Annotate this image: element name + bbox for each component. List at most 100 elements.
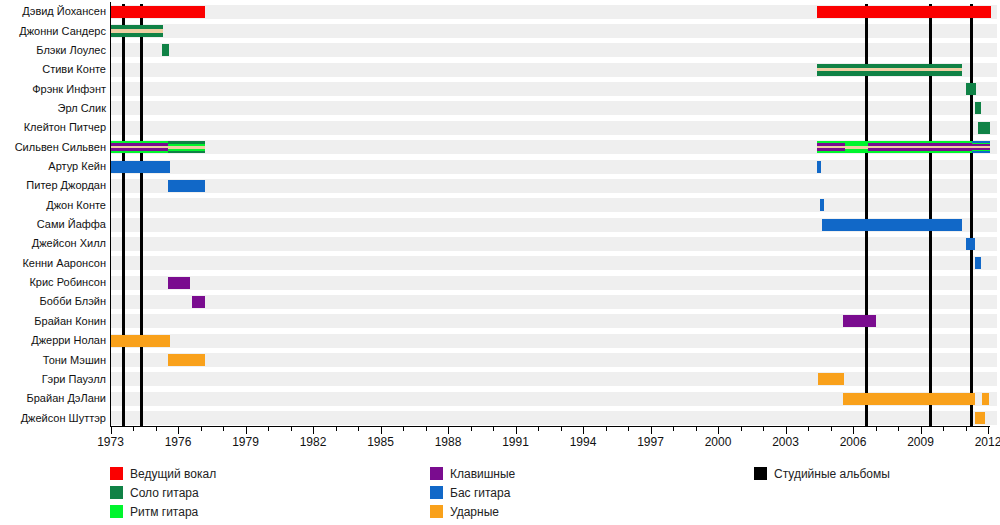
member-label: Джейсон Хилл	[0, 236, 106, 251]
member-label: Сами Йаффа	[0, 217, 106, 232]
bar-stripe-drums	[975, 412, 985, 424]
member-tenure-bar	[822, 219, 963, 231]
x-axis-tick	[628, 427, 629, 431]
x-axis-tick	[246, 427, 247, 434]
bar-stripe-keyboards	[843, 315, 876, 327]
bar-stripe-solo_guitar	[162, 44, 169, 56]
member-tenure-bar	[972, 141, 990, 153]
bar-stripe-lead_vocals	[817, 6, 991, 18]
x-axis-tick	[223, 427, 224, 431]
bar-stripe-drums	[982, 393, 989, 405]
x-axis-tick	[673, 427, 674, 431]
x-axis-tick	[336, 427, 337, 431]
x-axis-line	[110, 426, 991, 428]
member-label: Джейсон Шуттэр	[0, 411, 106, 426]
legend-label: Бас гитара	[450, 486, 510, 500]
bar-stripe-drums	[111, 335, 171, 347]
x-axis-tick	[403, 427, 404, 431]
member-tenure-bar	[817, 161, 821, 173]
legend-swatch-albums	[754, 467, 767, 480]
x-axis-tick	[651, 427, 652, 434]
x-axis-tick	[448, 427, 449, 434]
x-axis-tick	[133, 427, 134, 431]
bar-stripe-rhythm_guitar	[111, 151, 168, 154]
x-axis-tick	[898, 427, 899, 431]
x-axis-tick-label: 1985	[359, 435, 403, 449]
member-label: Эрл Слик	[0, 101, 106, 116]
x-axis-tick-label: 1979	[224, 435, 268, 449]
member-tenure-bar	[975, 257, 981, 269]
x-axis-tick	[358, 427, 359, 431]
x-axis-tick-label: 1997	[629, 435, 673, 449]
x-axis-tick-label: 1991	[494, 435, 538, 449]
x-axis-tick	[966, 427, 967, 431]
legend-label: Студийные альбомы	[774, 467, 890, 481]
x-axis-tick	[876, 427, 877, 431]
member-tenure-bar	[978, 122, 990, 134]
bar-stripe-drums	[818, 373, 844, 385]
member-tenure-bar	[168, 141, 205, 153]
x-axis-tick	[696, 427, 697, 431]
x-axis-tick	[291, 427, 292, 431]
x-axis-tick	[426, 427, 427, 431]
x-axis-tick	[943, 427, 944, 431]
member-tenure-bar	[975, 412, 985, 424]
x-axis-tick	[471, 427, 472, 431]
legend-label: Соло гитара	[130, 486, 199, 500]
bar-stripe-solo_guitar	[975, 102, 981, 114]
bar-stripe-bass	[817, 161, 821, 173]
bar-stripe-solo_guitar	[978, 122, 990, 134]
member-label: Дэвид Йохансен	[0, 4, 106, 19]
x-axis-tick-label: 1994	[561, 435, 605, 449]
bar-stripe-rhythm_guitar	[868, 151, 973, 154]
x-axis-tick	[561, 427, 562, 431]
x-axis-tick	[381, 427, 382, 434]
bar-stripe-keyboards	[168, 277, 191, 289]
x-axis-tick	[156, 427, 157, 431]
x-axis-tick	[583, 427, 584, 434]
bar-stripe-bass	[111, 161, 171, 173]
member-label: Брайан Конин	[0, 314, 106, 329]
member-label: Стиви Конте	[0, 62, 106, 77]
bar-stripe-rhythm_guitar	[845, 149, 868, 154]
x-axis-tick	[853, 427, 854, 434]
x-axis-tick	[763, 427, 764, 431]
member-tenure-bar	[168, 354, 205, 366]
bar-stripe-bass	[822, 219, 963, 231]
x-axis-tick	[741, 427, 742, 431]
member-label: Клейтон Питчер	[0, 120, 106, 135]
member-tenure-bar	[111, 161, 171, 173]
member-tenure-bar	[868, 141, 973, 153]
member-label: Сильвен Сильвен	[0, 140, 106, 155]
bar-stripe-lead_vocals	[111, 6, 206, 18]
member-label: Тони Мэшин	[0, 353, 106, 368]
bar-stripe-rhythm_guitar	[817, 151, 845, 154]
member-tenure-bar	[843, 315, 876, 327]
member-label: Питер Джордан	[0, 178, 106, 193]
bar-stripe-bass	[972, 151, 990, 153]
member-tenure-bar	[817, 6, 991, 18]
member-label: Крис Робинсон	[0, 275, 106, 290]
bar-stripe-solo_guitar	[966, 83, 976, 95]
x-axis-tick	[313, 427, 314, 434]
member-tenure-bar	[817, 141, 845, 153]
x-axis-tick-label: 2012	[966, 435, 1000, 449]
member-tenure-bar	[192, 296, 206, 308]
x-axis-tick-label: 1988	[426, 435, 470, 449]
x-axis-tick-label: 1982	[291, 435, 335, 449]
member-tenure-bar	[820, 199, 823, 211]
bar-stripe-bass	[975, 257, 981, 269]
bar-stripe-solo_guitar	[168, 151, 205, 154]
member-label: Фрэнк Инфэнт	[0, 82, 106, 97]
album-release-line	[122, 4, 125, 426]
legend-label: Клавишные	[450, 467, 515, 481]
bar-stripe-keyboards	[192, 296, 206, 308]
legend-swatch-keyboards	[430, 467, 443, 480]
x-axis-tick-label: 1973	[89, 435, 133, 449]
x-axis-tick	[718, 427, 719, 434]
legend-swatch-lead_vocals	[110, 467, 123, 480]
member-label: Гэри Пауэлл	[0, 372, 106, 387]
legend-label: Ведущий вокал	[130, 467, 216, 481]
bar-stripe-bass	[820, 199, 823, 211]
member-tenure-bar	[111, 335, 171, 347]
